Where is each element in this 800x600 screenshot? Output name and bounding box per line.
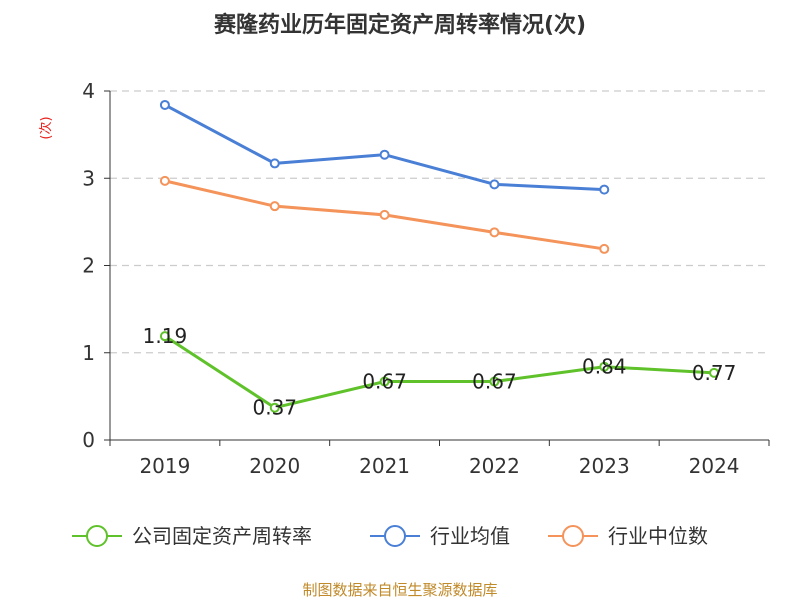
data-point [709,367,720,378]
legend-item: 公司固定资产周转率 [72,524,312,548]
series-layer: 1.19 0.37 0.67 0.67 0.84 0.77 [143,99,737,420]
data-point [159,331,170,342]
x-tick-label: 2023 [579,454,630,478]
data-point [159,99,170,110]
data-point [379,149,390,160]
data-label: 0.84 [582,355,627,379]
legend: 公司固定资产周转率 行业均值 行业中位数 [72,524,708,548]
legend-item: 行业均值 [370,524,510,548]
legend-marker [384,525,406,547]
legend-item: 行业中位数 [548,524,708,548]
data-point [379,209,390,220]
legend-label: 行业中位数 [608,524,708,548]
data-label: 0.37 [252,396,297,420]
y-tick-label: 3 [82,166,95,190]
data-point [489,227,500,238]
source-note: 制图数据来自恒生聚源数据库 [302,581,497,599]
y-tick-label: 4 [82,79,95,103]
data-point [159,175,170,186]
data-point [269,201,280,212]
data-point [599,243,610,254]
data-point [599,361,610,372]
data-point [489,179,500,190]
y-tick-label: 1 [82,341,95,365]
axes: 0 1 2 3 4 2019 2020 2021 2022 2023 2024 [82,79,770,478]
data-point [269,158,280,169]
data-point [599,184,610,195]
data-label: 0.77 [692,361,737,385]
x-tick-label: 2019 [139,454,190,478]
y-tick-label: 2 [82,254,95,278]
data-label: 1.19 [143,324,188,348]
x-tick-label: 2021 [359,454,410,478]
legend-label: 公司固定资产周转率 [132,524,312,548]
grid-lines [110,90,769,354]
y-axis-unit: (次) [38,116,54,139]
x-tick-label: 2022 [469,454,520,478]
legend-marker [86,525,108,547]
data-label: 0.67 [472,370,517,394]
series-line [164,103,605,192]
x-tick-label: 2020 [249,454,300,478]
data-point [489,376,500,387]
data-point [379,376,390,387]
x-tick-label: 2024 [689,454,740,478]
y-tick-label: 0 [82,428,95,452]
data-point [269,402,280,413]
legend-label: 行业均值 [430,524,510,548]
data-label: 0.67 [362,370,407,394]
legend-marker [562,525,584,547]
series-line [164,334,715,410]
chart-title: 赛隆药业历年固定资产周转率情况(次) [213,12,586,38]
